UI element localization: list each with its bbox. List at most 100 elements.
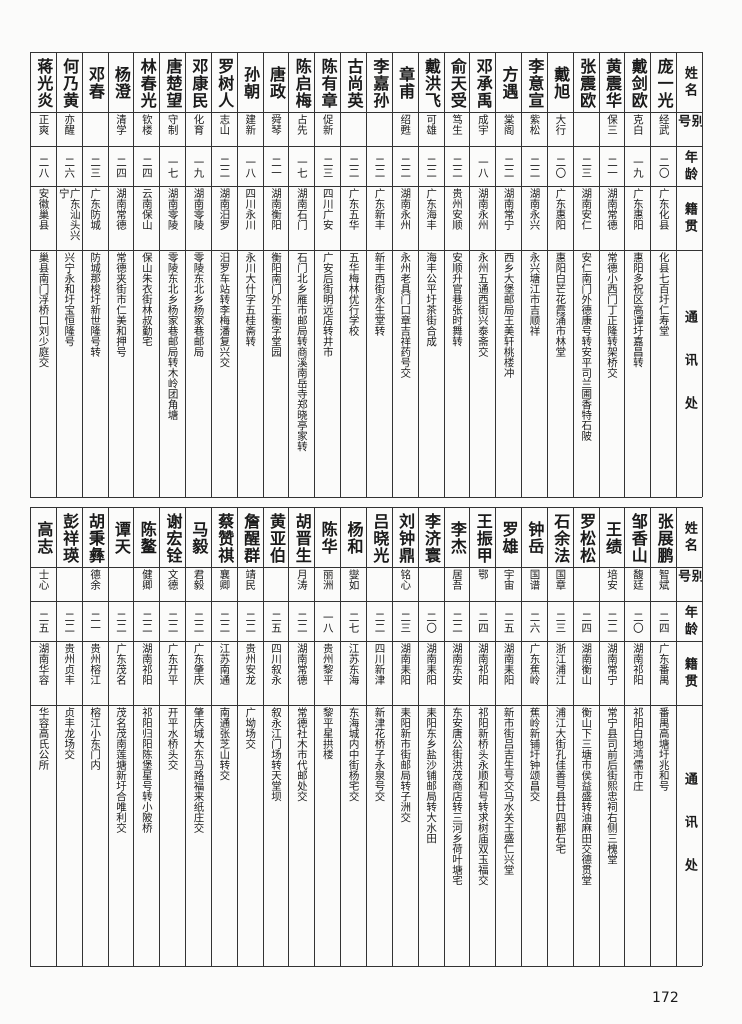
person-name: 刘钟鼎 [396,512,416,564]
address: 浦江大街孔佳善号县廿四都石宅 [554,707,567,854]
person-name: 谢宏铨 [163,512,183,564]
person-name: 陈有章 [318,57,338,109]
hometown: 四川新津 [373,643,386,685]
hometown: 湖南耒阳 [399,643,412,685]
alias: 守制 [166,114,179,135]
address: 衡阳南门外王衡字堂园 [270,252,283,357]
alias: 月涛 [295,569,308,590]
person-name: 杨澄 [111,66,131,100]
age: 二二 [63,611,76,633]
person-name: 黄震华 [602,57,622,109]
hometown: 贵州榕江 [89,643,102,685]
address: 榕江小东门内 [89,707,102,770]
age: 一九 [631,156,644,178]
address: 零陵东北乡杨家巷邮局 [192,252,205,357]
age: 二二 [192,611,205,633]
address: 南通张芝山转交 [218,707,231,781]
hometown: 江苏南通 [218,643,231,685]
column-line [288,52,290,497]
alias [340,112,366,146]
alias: 居吾 [450,569,463,590]
address: 祁阳新桥头永顺和号转求树庙双玉福交 [476,707,489,886]
person-name: 邓承禹 [473,57,493,109]
column-line [546,507,548,966]
address: 耒阳东乡盐沙铺邮局转大水田 [425,707,438,844]
hometown: 广东防城 [89,188,102,230]
age: 二五 [37,611,50,633]
hometown: 湖南常宁 [606,643,619,685]
age: 二一 [270,156,283,178]
hometown: 贵州安龙 [244,643,257,685]
age: 二二 [140,611,153,633]
alias: 馥廷 [631,569,644,590]
person-name: 吕晓光 [370,512,390,564]
column-line [650,52,652,497]
header-cell: 姓名 [681,66,697,100]
address: 汨罗车站转李梅潘复兴交 [218,252,231,368]
address: 开平水桥头交 [166,707,179,770]
age: 二三 [321,156,334,178]
column-line [159,52,161,497]
header-cell: 别号 [676,569,702,586]
alias: 正爽 [37,114,50,135]
column-line [495,52,497,497]
age: 二二 [295,611,308,633]
column-line [521,507,523,966]
column-line [340,507,342,966]
address: 西乡大堡邮局王美轩桃楼冲 [502,252,515,378]
age: 二五 [270,611,283,633]
hometown: 湖南汨罗 [218,188,231,230]
address: 新丰西街永生堂转 [373,252,386,336]
person-name: 何乃黄 [60,57,80,109]
column-line [443,507,445,966]
alias: 靖民 [244,569,257,590]
row-line [30,966,702,967]
age: 二〇 [631,611,644,633]
header-cell: 别号 [676,114,702,131]
age: 二四 [580,611,593,633]
column-line [443,52,445,497]
person-name: 李意宣 [525,57,545,109]
person-name: 胡晋生 [292,512,312,564]
hometown: 湖南安仁 [580,188,593,230]
age: 二三 [554,611,567,633]
header-cell: 籍贯 [681,657,697,691]
address: 永兴塘江市吉顺祥 [528,252,541,336]
age: 一七 [166,156,179,178]
person-name: 杨和 [344,521,364,555]
person-name: 胡秉彝 [86,512,106,564]
column-line [133,52,135,497]
hometown: 广东海丰 [425,188,438,230]
hometown: 广东肇庆 [192,643,205,685]
column-line [624,52,626,497]
person-name: 章甫 [396,66,416,100]
column-line [676,507,678,966]
alias: 建新 [244,114,257,135]
person-name: 陈鳌 [137,521,157,555]
hometown: 广东化县 [657,188,670,230]
alias: 智斌 [657,569,670,590]
age: 一七 [295,156,308,178]
column-line [236,507,238,966]
address: 茂名茂南莲塘新圩合唯利交 [114,707,127,833]
age: 一九 [192,156,205,178]
hometown: 湖南零陵 [166,188,179,230]
age: 二二 [450,611,463,633]
alias: 铭心 [399,569,412,590]
person-name: 马毅 [189,521,209,555]
address: 番禺高塘圩兆和号 [657,707,670,791]
age: 一八 [244,156,257,178]
age: 二四 [114,156,127,178]
column-line [262,507,264,966]
person-name: 戴剑欧 [628,57,648,109]
column-line [650,507,652,966]
hometown: 贵州安顺 [450,188,463,230]
address: 兴宁永和圩宝恒隆号 [63,252,76,347]
age: 二七 [347,611,360,633]
column-line [702,52,703,497]
header-cell: 姓名 [681,521,697,555]
address: 华容高氏公所 [37,707,50,770]
column-line [495,507,497,966]
hometown: 安徽巢县 [37,188,50,230]
person-name: 陈启梅 [292,57,312,109]
